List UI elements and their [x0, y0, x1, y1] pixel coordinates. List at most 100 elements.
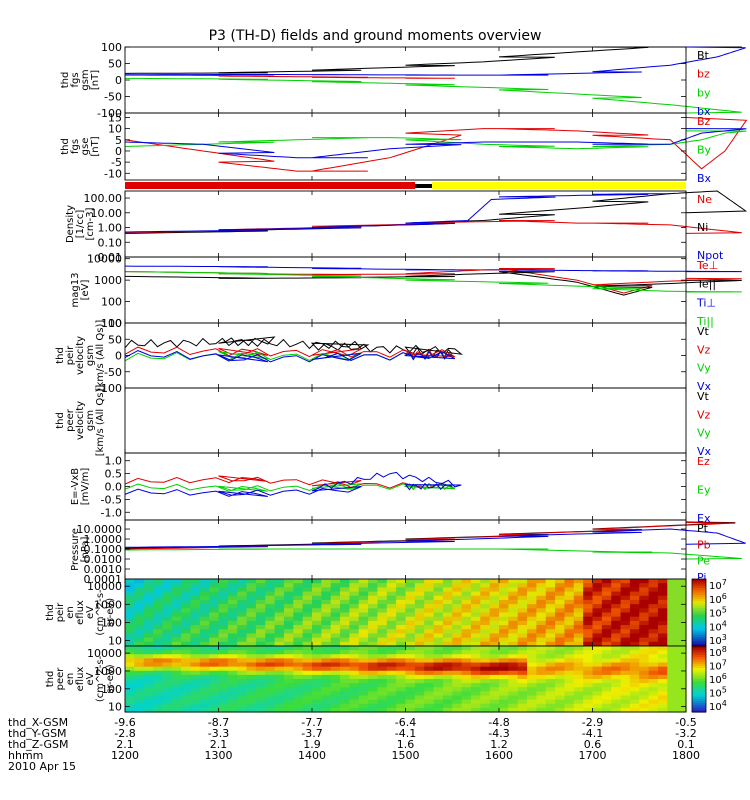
heatmap-cell — [358, 641, 369, 647]
heatmap-cell — [218, 633, 229, 639]
heatmap-cell — [620, 587, 631, 593]
heatmap-cell — [153, 662, 163, 668]
heatmap-cell — [583, 641, 594, 647]
heatmap-cell — [620, 599, 631, 605]
heatmap-cell — [377, 583, 388, 588]
heatmap-cell — [405, 658, 416, 664]
heatmap-cell — [246, 683, 257, 688]
y-tick-label: 0 — [115, 145, 122, 158]
heatmap-cell — [405, 703, 416, 709]
heatmap-cell — [386, 703, 397, 709]
heatmap-cell — [265, 654, 276, 659]
heatmap-cell — [676, 646, 687, 651]
heatmap-cell — [405, 674, 416, 680]
heatmap-cell — [424, 616, 435, 622]
heatmap-cell — [199, 620, 210, 626]
heatmap-cell — [508, 679, 519, 684]
heatmap-cell — [377, 599, 388, 605]
heatmap-cell — [274, 583, 285, 588]
heatmap-cell — [461, 620, 472, 626]
heatmap-cell — [181, 604, 192, 609]
heatmap-cell — [190, 608, 201, 614]
heatmap-cell — [545, 670, 556, 676]
y-tick-label: -50 — [104, 366, 122, 379]
heatmap-cell — [611, 670, 622, 676]
heatmap-cell — [209, 595, 220, 601]
heatmap-cell — [489, 587, 500, 593]
legend-Bx: Bx — [697, 172, 712, 185]
heatmap-cell — [480, 616, 491, 622]
heatmap-cell — [442, 666, 453, 672]
heatmap-cell — [283, 587, 294, 593]
heatmap-cell — [377, 579, 388, 584]
heatmap-cell — [134, 691, 145, 697]
y-tick-label: 1.0 — [105, 455, 123, 468]
heatmap-cell — [368, 583, 379, 588]
heatmap-cell — [265, 674, 276, 680]
heatmap-cell — [283, 650, 294, 655]
heatmap-cell — [162, 683, 173, 688]
heatmap-cell — [218, 646, 229, 651]
heatmap-cell — [583, 695, 594, 701]
heatmap-cell — [255, 629, 266, 635]
heatmap-cell — [573, 654, 584, 659]
heatmap-cell — [321, 579, 332, 584]
heatmap-cell — [227, 633, 238, 639]
heatmap-cell — [134, 650, 145, 655]
heatmap-cell — [657, 612, 668, 618]
heatmap-cell — [555, 687, 566, 692]
heatmap-cell — [162, 604, 173, 609]
heatmap-cell — [657, 599, 668, 605]
heatmap-cell — [153, 691, 163, 697]
heatmap-cell — [583, 625, 594, 630]
page-title: P3 (TH-D) fields and ground moments over… — [208, 28, 542, 44]
heatmap-cell — [349, 637, 360, 643]
heatmap-cell — [564, 654, 575, 659]
colorbar-cell — [692, 601, 706, 605]
heatmap-cell — [461, 679, 472, 684]
heatmap-cell — [265, 658, 276, 664]
heatmap-cell — [368, 629, 379, 635]
heatmap-cell — [340, 583, 350, 588]
y-axis-label-line: E=-VxB — [70, 468, 81, 505]
series-Vx — [124, 350, 456, 363]
heatmap-cell — [255, 654, 266, 659]
heatmap-cell — [312, 670, 322, 676]
heatmap-cell — [564, 703, 575, 709]
heatmap-cell — [573, 587, 584, 593]
y-axis-label-line: en — [65, 606, 76, 619]
heatmap-cell — [489, 670, 500, 676]
colorbar-cell — [692, 596, 706, 600]
heatmap-cell — [517, 591, 528, 597]
heatmap-cell — [396, 695, 407, 701]
heatmap-cell — [555, 599, 566, 605]
heatmap-cell — [442, 670, 453, 676]
heatmap-cell — [396, 670, 407, 676]
heatmap-cell — [667, 674, 678, 680]
heatmap-cell — [181, 662, 192, 668]
heatmap-cell — [227, 695, 238, 701]
heatmap-cell — [583, 666, 594, 672]
heatmap-cell — [162, 612, 173, 618]
heatmap-cell — [648, 599, 659, 605]
colorbar-cell — [692, 657, 706, 660]
heatmap-cell — [162, 633, 173, 639]
heatmap-cell — [648, 616, 659, 622]
heatmap-cell — [461, 650, 472, 655]
heatmap-cell — [143, 695, 154, 701]
heatmap-cell — [611, 625, 622, 630]
heatmap-cell — [489, 633, 500, 639]
heatmap-cell — [190, 650, 201, 655]
mode-bar-black — [415, 184, 432, 188]
heatmap-cell — [452, 699, 463, 705]
heatmap-cell — [657, 670, 668, 676]
heatmap-cell — [396, 604, 407, 609]
heatmap-cell — [564, 658, 575, 664]
heatmap-cell — [396, 591, 407, 597]
heatmap-cell — [349, 662, 360, 668]
y-tick-label: -1.0 — [101, 506, 122, 519]
heatmap-cell — [302, 641, 313, 647]
heatmap-cell — [592, 674, 603, 680]
heatmap-cell — [517, 670, 528, 676]
